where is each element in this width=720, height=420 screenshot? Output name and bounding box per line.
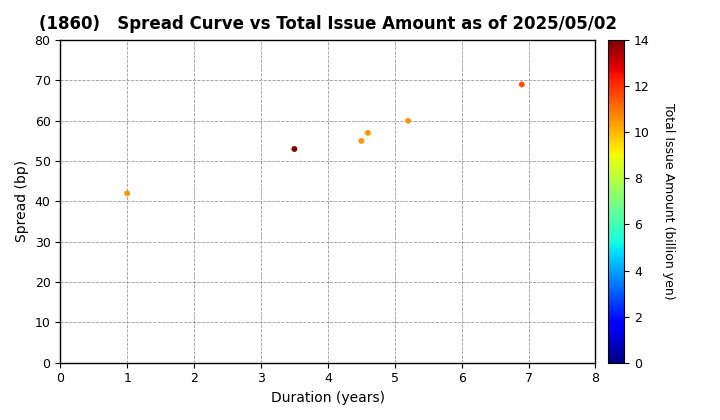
X-axis label: Duration (years): Duration (years) bbox=[271, 391, 384, 405]
Y-axis label: Total Issue Amount (billion yen): Total Issue Amount (billion yen) bbox=[662, 103, 675, 300]
Point bbox=[289, 146, 300, 152]
Point bbox=[402, 118, 414, 124]
Point bbox=[356, 138, 367, 144]
Title: (1860)   Spread Curve vs Total Issue Amount as of 2025/05/02: (1860) Spread Curve vs Total Issue Amoun… bbox=[39, 15, 617, 33]
Point bbox=[362, 129, 374, 136]
Point bbox=[122, 190, 133, 197]
Point bbox=[516, 81, 528, 88]
Y-axis label: Spread (bp): Spread (bp) bbox=[15, 160, 29, 242]
